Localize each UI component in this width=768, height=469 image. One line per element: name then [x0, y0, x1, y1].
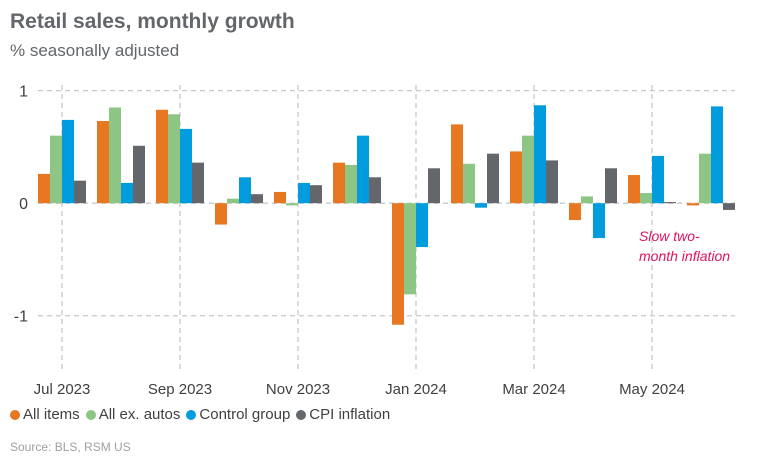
- x-tick-label: May 2024: [619, 381, 685, 398]
- bar-cpi-inflation-8: [546, 160, 558, 204]
- bar-all-ex-autos-8: [522, 135, 534, 204]
- bar-control-group-11: [711, 106, 723, 204]
- legend-label: All ex. autos: [98, 406, 181, 423]
- x-tick-label: Nov 2023: [266, 381, 330, 398]
- legend-label: All items: [23, 406, 80, 423]
- legend-swatch: [296, 409, 307, 420]
- source-note: Source: BLS, RSM US: [10, 440, 131, 454]
- bar-cpi-inflation-3: [251, 194, 263, 204]
- bar-all-ex-autos-4: [286, 203, 298, 206]
- bar-cpi-inflation-5: [369, 177, 381, 204]
- x-tick-label: Sep 2023: [148, 381, 212, 398]
- bar-all-ex-autos-9: [581, 196, 593, 204]
- legend-swatch: [186, 409, 197, 420]
- chart-title: Retail sales, monthly growth: [10, 10, 295, 33]
- annotation-line-2: month inflation: [639, 248, 731, 264]
- legend-label: CPI inflation: [309, 406, 391, 423]
- legend-label: Control group: [199, 406, 291, 423]
- bar-all-items-4: [274, 191, 286, 204]
- x-tick-label: Mar 2024: [502, 381, 565, 398]
- legend-item-cpi-inflation: CPI inflation: [296, 406, 390, 423]
- legend: All items All ex. autos Control group CP…: [10, 406, 390, 423]
- bar-all-ex-autos-10: [640, 193, 652, 204]
- bar-all-items-7: [451, 124, 463, 204]
- bar-cpi-inflation-7: [487, 153, 499, 204]
- bar-all-items-9: [569, 203, 581, 221]
- legend-item-control-group: Control group: [186, 406, 290, 423]
- bar-cpi-inflation-1: [133, 145, 145, 204]
- bar-all-items-11: [687, 203, 699, 206]
- bar-control-group-10: [652, 155, 664, 204]
- bar-all-ex-autos-1: [109, 107, 121, 204]
- bar-all-ex-autos-11: [699, 153, 711, 204]
- legend-swatch: [85, 409, 96, 420]
- legend-swatch: [10, 409, 20, 420]
- bar-all-items-2: [156, 109, 168, 204]
- bar-all-ex-autos-3: [227, 198, 239, 204]
- bar-control-group-1: [121, 182, 133, 204]
- legend-item-all-items: All items: [10, 406, 80, 423]
- bar-control-group-6: [416, 203, 428, 248]
- legend-item-all-ex-autos: All ex. autos: [85, 406, 181, 423]
- x-tick-label: Jan 2024: [385, 381, 447, 398]
- bar-all-items-10: [628, 175, 640, 204]
- bar-cpi-inflation-9: [605, 168, 617, 204]
- bar-all-ex-autos-5: [345, 164, 357, 204]
- bar-control-group-9: [593, 203, 605, 239]
- bar-all-items-8: [510, 151, 522, 204]
- bar-control-group-4: [298, 182, 310, 204]
- bar-all-ex-autos-0: [50, 135, 62, 204]
- bar-cpi-inflation-10: [664, 202, 676, 204]
- bar-all-ex-autos-7: [463, 163, 475, 204]
- bar-control-group-0: [62, 119, 74, 204]
- bar-all-items-1: [97, 121, 109, 204]
- bar-control-group-5: [357, 135, 369, 204]
- x-tick-label: Jul 2023: [34, 381, 91, 398]
- bar-all-items-5: [333, 162, 345, 204]
- chart-subtitle: % seasonally adjusted: [10, 41, 180, 60]
- bar-control-group-8: [534, 105, 546, 204]
- bar-control-group-3: [239, 177, 251, 204]
- bar-all-items-6: [392, 203, 404, 325]
- bar-all-items-0: [38, 173, 50, 204]
- bar-all-items-3: [215, 203, 227, 225]
- bar-all-ex-autos-6: [404, 203, 416, 295]
- bar-control-group-2: [180, 128, 192, 204]
- annotation-line-1: Slow two-: [639, 228, 700, 244]
- annotation: Slow two- month inflation: [639, 226, 759, 266]
- bar-cpi-inflation-6: [428, 168, 440, 204]
- y-tick-label: 0: [19, 196, 28, 213]
- bar-cpi-inflation-0: [74, 180, 86, 204]
- bar-control-group-7: [475, 203, 487, 208]
- bar-cpi-inflation-4: [310, 185, 322, 204]
- bar-cpi-inflation-11: [723, 203, 735, 210]
- y-tick-label: -1: [14, 309, 28, 326]
- bar-all-ex-autos-2: [168, 114, 180, 204]
- bar-cpi-inflation-2: [192, 162, 204, 204]
- y-tick-label: 1: [19, 84, 28, 101]
